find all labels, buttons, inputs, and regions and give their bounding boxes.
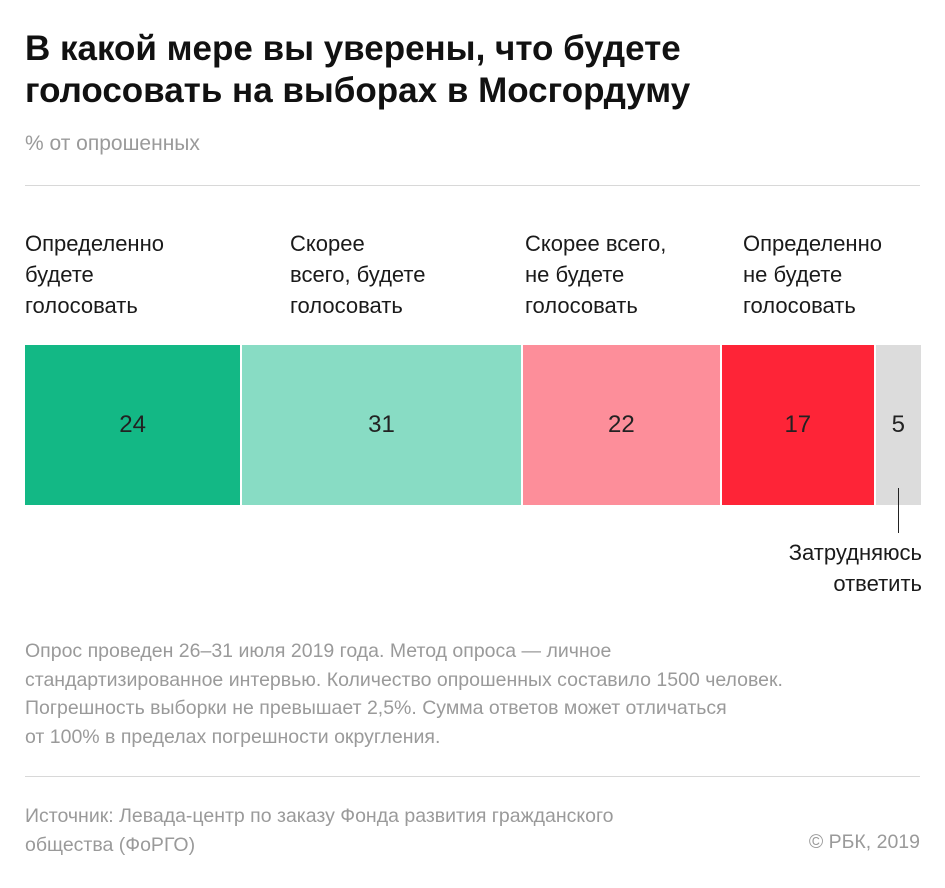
category-label-definitely-vote: Определенно будете голосовать [25, 228, 164, 321]
bar-probably-vote: 31 [242, 345, 521, 505]
category-label-line: Определенно [743, 231, 882, 256]
category-label-probably-vote: Скорее всего, будете голосовать [290, 228, 425, 321]
data-label: 22 [607, 411, 635, 438]
bar-definitely-vote: 24 [25, 345, 241, 505]
category-label-hard-to-say: Затрудняюсь ответить [789, 537, 922, 599]
category-label-line: Скорее [290, 231, 365, 256]
source-line: Источник: Левада-центр по заказу Фонда р… [25, 805, 614, 827]
category-label-definitely-not-vote: Определенно не будете голосовать [743, 228, 882, 321]
chart-title-line: голосовать на выборах в Мосгордуму [25, 71, 691, 110]
category-label-line: Затрудняюсь [788, 540, 922, 565]
chart-subtitle: % от опрошенных [25, 132, 200, 155]
divider [25, 776, 920, 777]
bar-definitely-not-vote: 17 [721, 345, 874, 505]
category-label-line: будете [25, 262, 94, 287]
category-label-line: голосовать [525, 293, 638, 318]
source-note: Источник: Левада-центр по заказу Фонда р… [25, 802, 614, 860]
data-label: 24 [119, 411, 146, 438]
bar-hard-to-say: 5 [875, 345, 921, 505]
category-label-line: Скорее всего, [525, 231, 667, 256]
bar-probably-not-vote: 22 [522, 345, 720, 505]
divider [25, 185, 920, 186]
category-label-probably-not-vote: Скорее всего, не будете голосовать [525, 228, 666, 321]
category-label-line: голосовать [743, 293, 856, 318]
stacked-bar: 24 31 22 17 5 [25, 345, 921, 505]
note-line: Опрос проведен 26–31 июля 2019 года. Мет… [25, 640, 612, 662]
category-label-line: Определенно [25, 231, 164, 256]
copyright: © РБК, 2019 [808, 831, 920, 853]
data-label: 5 [891, 411, 906, 438]
data-label: 17 [784, 411, 812, 438]
data-label: 31 [368, 411, 395, 438]
category-label-line: не будете [525, 262, 625, 287]
category-label-line: не будете [743, 262, 843, 287]
note-line: стандартизированное интервью. Количество… [25, 668, 783, 691]
note-line: от 100% в пределах погрешности округлени… [25, 725, 441, 748]
source-line: общества (ФоРГО) [25, 834, 196, 856]
annotation-leader-line [898, 488, 899, 533]
category-label-line: всего, будете [290, 262, 426, 287]
chart-title: В какой мере вы уверены, что будете голо… [25, 28, 905, 112]
chart-title-line: В какой мере вы уверены, что будете [25, 29, 681, 68]
category-label-line: голосовать [25, 293, 138, 318]
note-line: Погрешность выборки не превышает 2,5%. С… [25, 697, 727, 719]
methodology-note: Опрос проведен 26–31 июля 2019 года. Мет… [25, 637, 937, 751]
category-label-line: ответить [833, 571, 922, 596]
category-label-line: голосовать [290, 293, 403, 318]
